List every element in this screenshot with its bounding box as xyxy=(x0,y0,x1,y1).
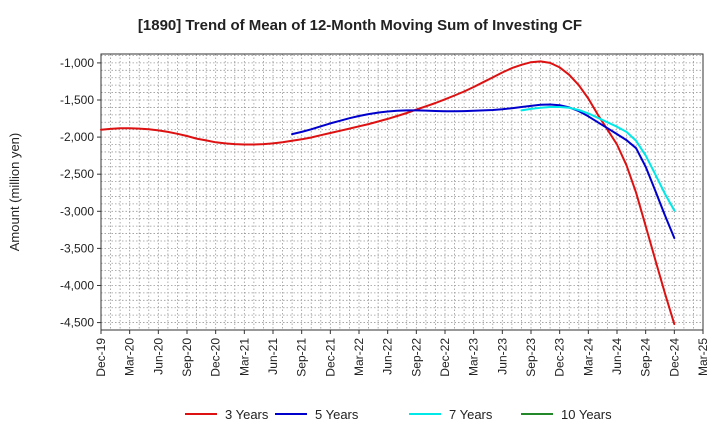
x-tick-label: Dec-22 xyxy=(438,338,452,377)
legend-label: 3 Years xyxy=(225,407,269,422)
y-tick-label: -1,500 xyxy=(60,93,94,107)
x-tick-label: Dec-23 xyxy=(553,338,567,377)
x-tick-label: Sep-24 xyxy=(639,338,653,377)
y-tick-label: -1,000 xyxy=(60,56,94,70)
x-tick-label: Sep-22 xyxy=(409,338,423,377)
chart-title: [1890] Trend of Mean of 12-Month Moving … xyxy=(138,17,582,34)
axes xyxy=(97,53,704,334)
y-tick-labels: -1,000 -1,500 -2,000 -2,500 -3,000 -3,500 -4,0… xyxy=(60,56,94,330)
x-tick-label: Mar-24 xyxy=(581,338,595,376)
x-tick-label: Sep-23 xyxy=(524,338,538,377)
y-tick-label: -4,500 xyxy=(60,316,94,330)
x-tick-label: Mar-23 xyxy=(467,338,481,376)
x-tick-label: Jun-20 xyxy=(151,338,165,375)
series-lines xyxy=(100,60,676,326)
y-tick-label: -3,000 xyxy=(60,204,94,218)
series-line-3-years xyxy=(100,60,676,326)
x-tick-label: Jun-24 xyxy=(610,338,624,375)
y-axis-label: Amount (million yen) xyxy=(7,133,22,252)
legend-label: 7 Years xyxy=(449,407,493,422)
x-tick-label: Dec-19 xyxy=(94,338,108,377)
x-tick-labels: Dec-19 Mar-20 Jun-20 Sep-20 Dec-20 Mar-21 Jun-… xyxy=(94,338,710,377)
legend: 3 Years 5 Years 7 Years 10 Years xyxy=(185,407,612,422)
x-tick-label: Jun-22 xyxy=(381,338,395,375)
gridlines xyxy=(100,54,704,331)
legend-label: 5 Years xyxy=(315,407,359,422)
x-tick-label: Dec-21 xyxy=(323,338,337,377)
x-tick-label: Dec-24 xyxy=(667,338,681,377)
x-tick-label: Mar-20 xyxy=(123,338,137,376)
x-tick-label: Mar-25 xyxy=(696,338,710,376)
x-tick-label: Mar-21 xyxy=(237,338,251,376)
y-tick-label: -3,500 xyxy=(60,241,94,255)
y-tick-label: -4,000 xyxy=(60,278,94,292)
y-tick-label: -2,000 xyxy=(60,130,94,144)
x-tick-label: Sep-20 xyxy=(180,338,194,377)
x-tick-label: Sep-21 xyxy=(295,338,309,377)
x-tick-label: Mar-22 xyxy=(352,338,366,376)
series-line-5-years xyxy=(291,103,676,239)
x-tick-label: Dec-20 xyxy=(209,338,223,377)
x-tick-label: Jun-21 xyxy=(266,338,280,375)
plot-frame xyxy=(100,53,704,331)
series-line-7-years xyxy=(520,106,676,212)
legend-label: 10 Years xyxy=(561,407,612,422)
y-tick-label: -2,500 xyxy=(60,167,94,181)
x-tick-label: Jun-23 xyxy=(495,338,509,375)
